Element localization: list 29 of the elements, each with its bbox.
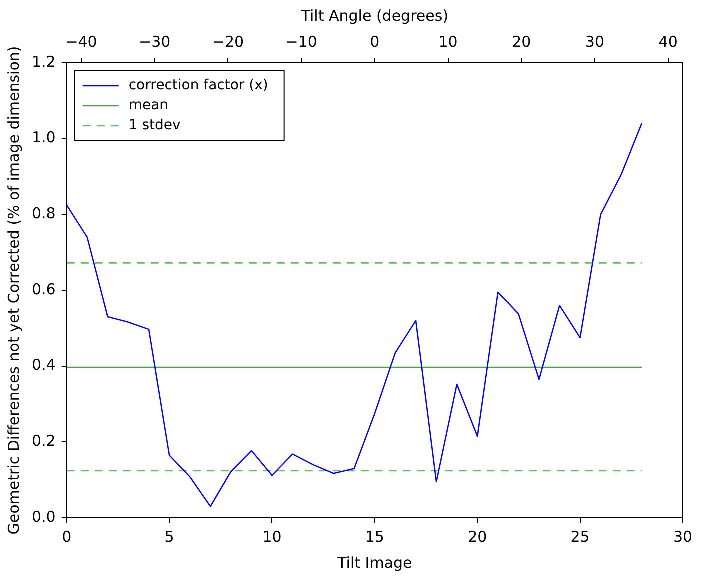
x2-tick-label: −10	[286, 32, 318, 51]
x2-tick-label: 10	[438, 32, 458, 51]
x-tick-label: 5	[164, 528, 174, 546]
x2-tick-label: −30	[139, 32, 171, 51]
legend-label: correction factor (x)	[128, 78, 268, 94]
y-tick-label: 0.6	[32, 280, 56, 298]
y-tick-label: 0.0	[32, 508, 56, 526]
x-axis-title: Tilt Image	[336, 554, 412, 572]
x2-tick-label: 40	[658, 32, 678, 51]
x-tick-label: 20	[468, 528, 488, 546]
x-tick-label: 30	[673, 528, 693, 546]
x2-tick-label: 30	[585, 32, 605, 51]
y-tick-label: 0.8	[32, 204, 56, 223]
x-tick-label: 25	[570, 528, 590, 546]
y-tick-label: 0.4	[32, 356, 56, 374]
x2-tick-label: 0	[370, 32, 380, 51]
x-tick-label: 10	[262, 528, 282, 546]
legend-label: 1 stdev	[128, 118, 181, 134]
legend-label: mean	[128, 98, 169, 114]
x2-axis-title: Tilt Angle (degrees)	[300, 6, 449, 25]
x-tick-label: 0	[62, 528, 72, 546]
y-tick-label: 1.2	[32, 52, 56, 71]
x2-tick-label: −40	[66, 32, 98, 51]
x2-tick-label: 20	[512, 32, 532, 51]
x-tick-label: 15	[365, 528, 384, 546]
y-axis-title: Geometric Differences not yet Corrected (% of image dimension)	[4, 46, 23, 535]
x2-tick-label: −20	[212, 32, 244, 51]
y-tick-label: 1.0	[32, 128, 56, 147]
y-tick-label: 0.2	[32, 432, 56, 450]
